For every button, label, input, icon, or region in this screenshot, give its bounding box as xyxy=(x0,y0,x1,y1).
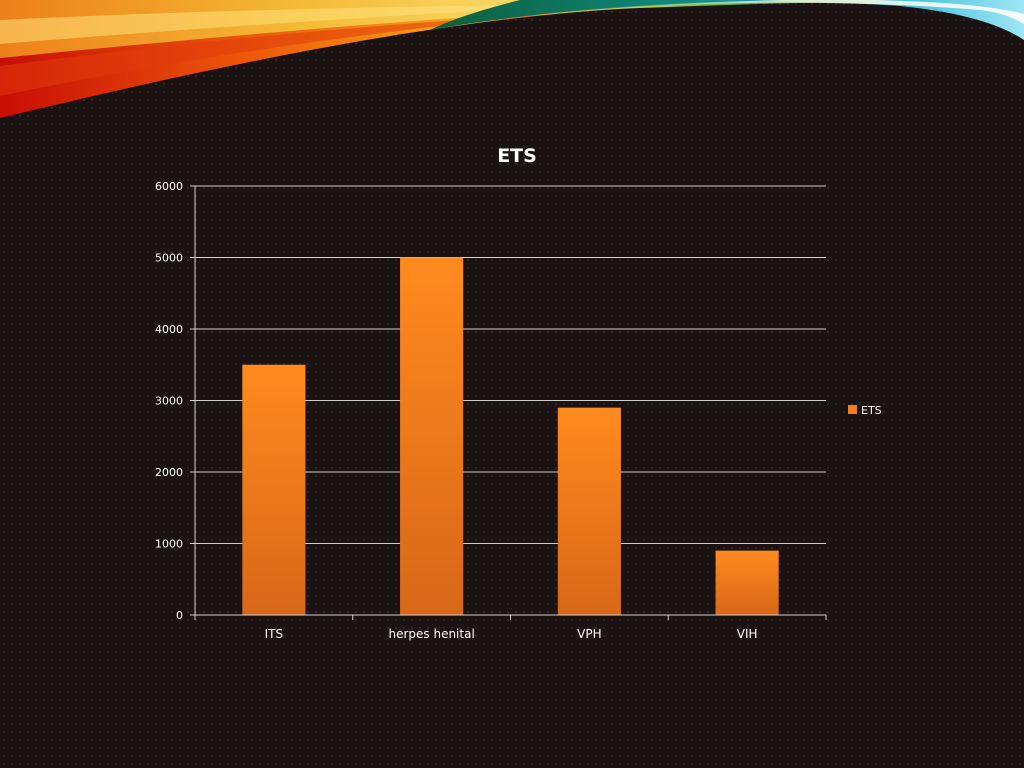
x-category-label: VPH xyxy=(577,627,601,641)
y-tick-label: 5000 xyxy=(155,252,183,265)
bar xyxy=(242,364,306,615)
axes xyxy=(190,185,827,620)
bar xyxy=(557,407,621,615)
x-category-label: ITS xyxy=(265,627,284,641)
legend-label: ETS xyxy=(861,404,882,417)
legend: ETS xyxy=(848,404,882,417)
x-category-label: herpes henital xyxy=(388,627,474,641)
y-tick-label: 1000 xyxy=(155,538,183,551)
y-tick-label: 6000 xyxy=(155,180,183,193)
decorative-banner xyxy=(0,0,1024,118)
y-tick-label: 4000 xyxy=(155,323,183,336)
legend-swatch xyxy=(848,405,857,414)
x-category-label: VIH xyxy=(737,627,758,641)
bar xyxy=(400,257,464,615)
y-tick-label: 2000 xyxy=(155,466,183,479)
y-tick-label: 0 xyxy=(176,609,183,622)
y-axis-labels: 0 1000 2000 3000 4000 5000 6000 xyxy=(155,180,183,622)
y-tick-label: 3000 xyxy=(155,395,183,408)
chart-title: ETS xyxy=(497,145,537,167)
bar xyxy=(715,550,779,615)
x-axis-labels: ITS herpes henital VPH VIH xyxy=(265,627,758,641)
grid-lines xyxy=(195,185,826,544)
bars xyxy=(242,257,779,615)
